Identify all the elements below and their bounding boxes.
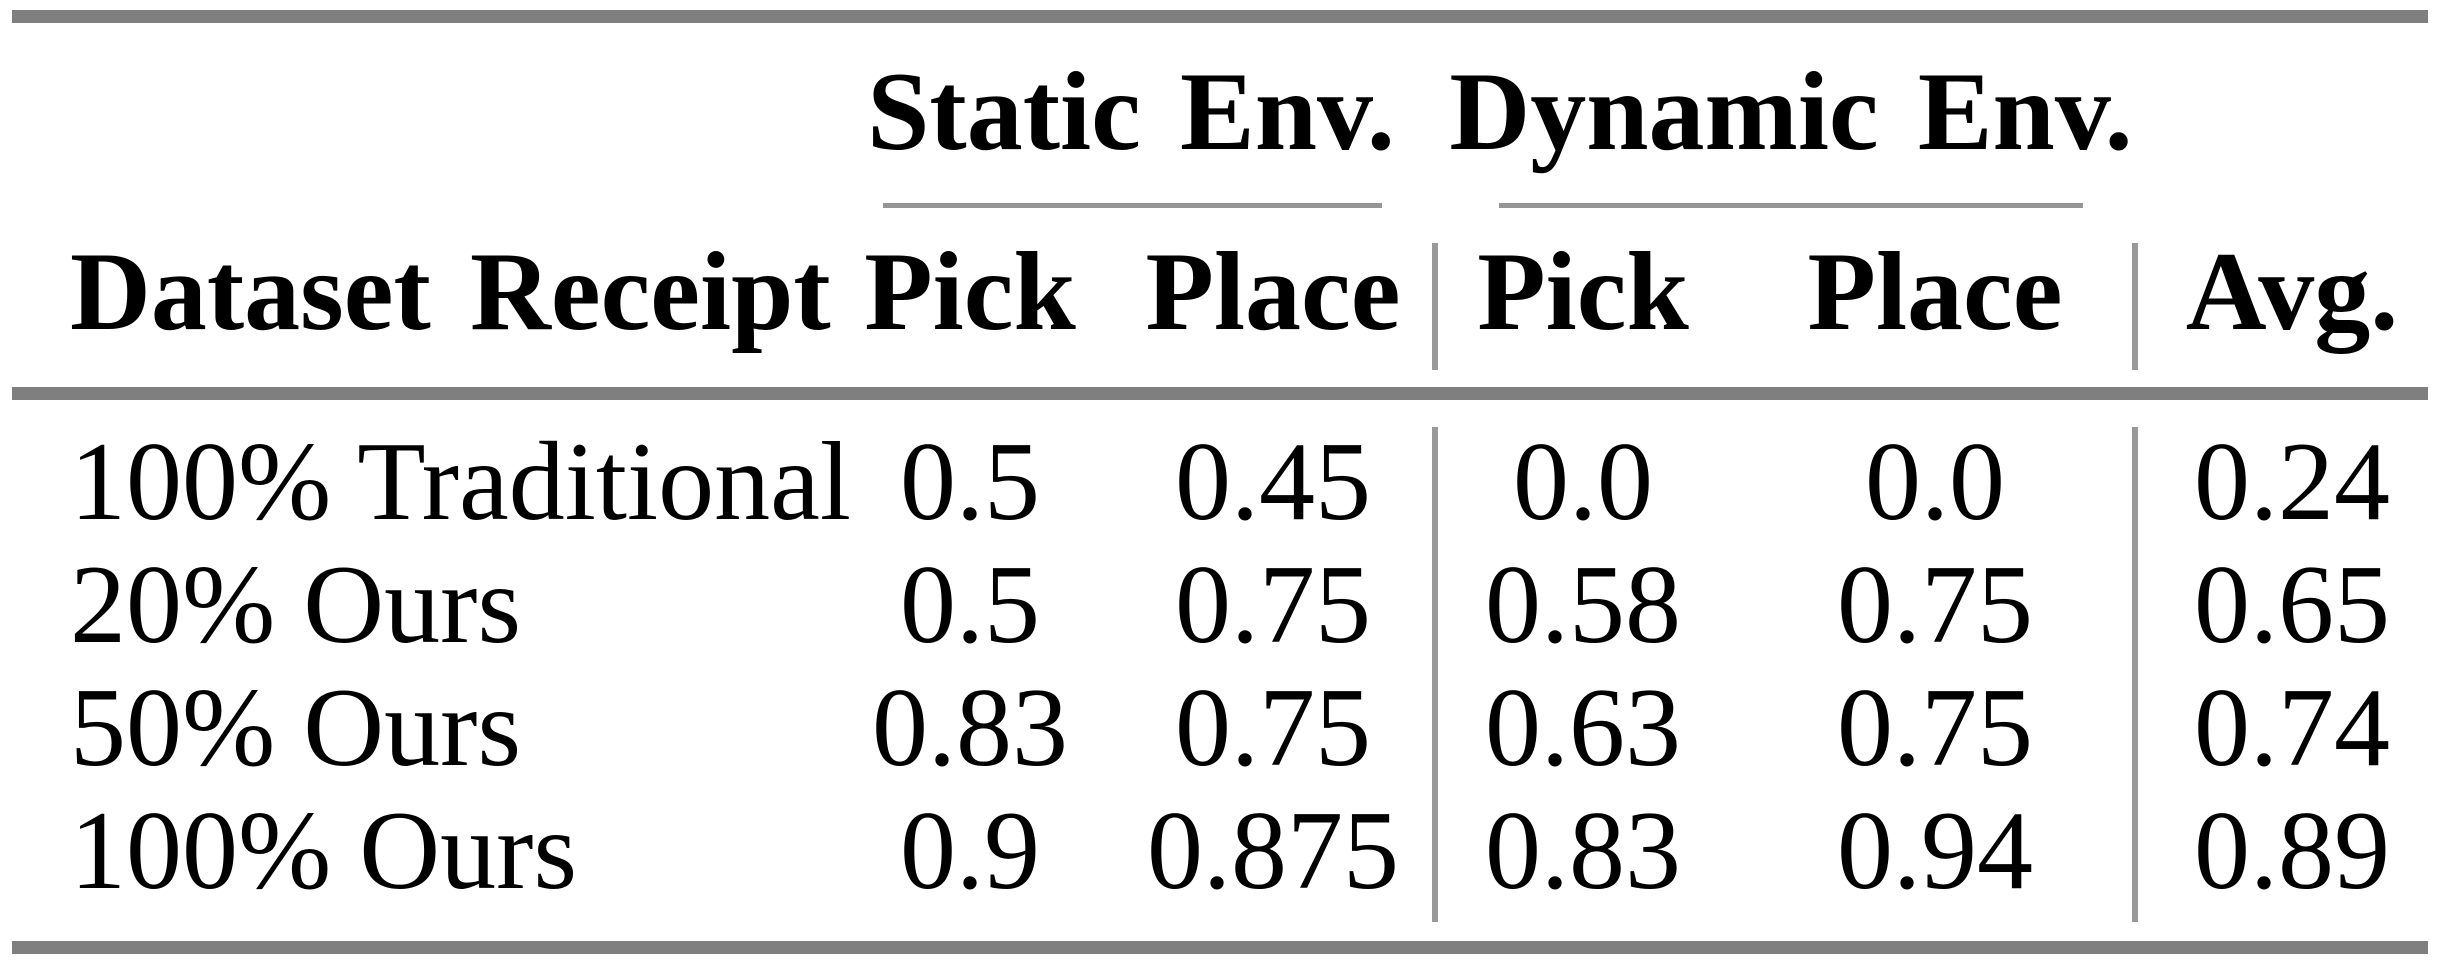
cell-static-pick: 0.5 [900, 420, 1040, 544]
cell-dynamic-place: 0.94 [1837, 789, 2033, 913]
cell-avg: 0.89 [2194, 789, 2390, 913]
group-header-dynamic: Dynamic Env. [1449, 50, 2133, 174]
cell-static-place: 0.75 [1175, 666, 1371, 790]
cell-static-place: 0.75 [1175, 543, 1371, 667]
cell-dynamic-pick: 0.83 [1485, 789, 1681, 913]
cmidrule-static [883, 203, 1382, 208]
cell-dynamic-place: 0.75 [1837, 666, 2033, 790]
cell-avg: 0.74 [2194, 666, 2390, 790]
column-header-avg: Avg. [2185, 230, 2399, 354]
cell-static-pick: 0.5 [900, 543, 1040, 667]
cell-static-pick: 0.83 [872, 666, 1068, 790]
column-header-static-pick: Pick [864, 230, 1076, 354]
cell-static-place: 0.875 [1147, 789, 1399, 913]
vertical-rule-1-body [1432, 427, 1438, 922]
cell-dynamic-pick: 0.58 [1485, 543, 1681, 667]
bottom-rule [12, 941, 2428, 954]
row-label: 100% Ours [70, 789, 578, 913]
group-header-static: Static Env. [867, 50, 1395, 174]
cell-dynamic-pick: 0.63 [1485, 666, 1681, 790]
row-label: 100% Traditional [70, 420, 851, 544]
column-header-dynamic-place: Place [1807, 230, 2063, 354]
vertical-rule-2-body [2132, 427, 2138, 922]
cmidrule-dynamic [1499, 203, 2083, 208]
vertical-rule-1-header [1432, 243, 1438, 370]
vertical-rule-2-header [2132, 243, 2138, 370]
top-rule [12, 10, 2428, 23]
row-label: 20% Ours [70, 543, 522, 667]
cell-avg: 0.24 [2194, 420, 2390, 544]
cell-static-pick: 0.9 [900, 789, 1040, 913]
cell-dynamic-place: 0.75 [1837, 543, 2033, 667]
column-header-dynamic-pick: Pick [1477, 230, 1689, 354]
mid-rule [12, 387, 2428, 400]
cell-static-place: 0.45 [1175, 420, 1371, 544]
column-header-static-place: Place [1145, 230, 1401, 354]
column-header-dataset-receipt: Dataset Receipt [70, 230, 831, 354]
cell-avg: 0.65 [2194, 543, 2390, 667]
cell-dynamic-place: 0.0 [1865, 420, 2005, 544]
row-label: 50% Ours [70, 666, 522, 790]
cell-dynamic-pick: 0.0 [1513, 420, 1653, 544]
